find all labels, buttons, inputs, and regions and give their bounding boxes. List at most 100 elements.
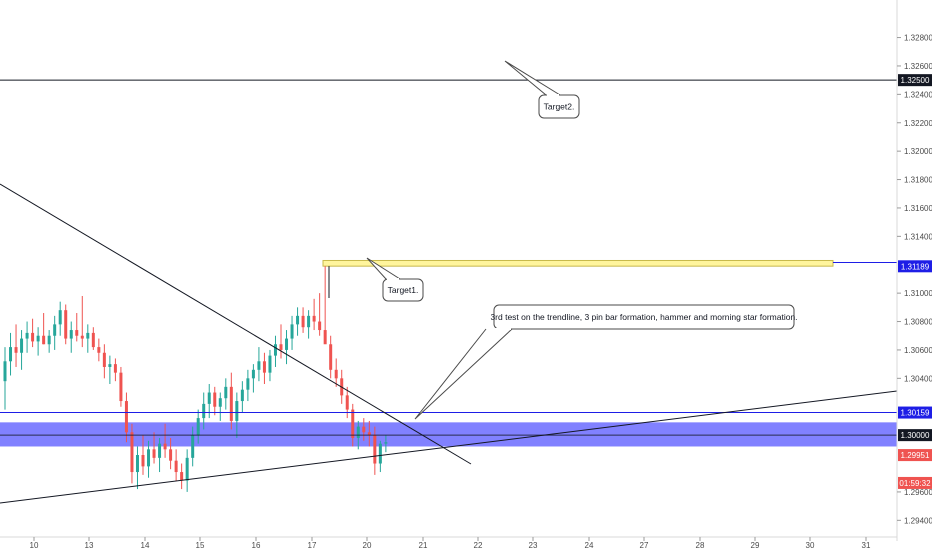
candle-body[interactable] — [169, 449, 173, 461]
candle-body[interactable] — [91, 332, 95, 348]
price-tag[interactable] — [898, 476, 932, 489]
candle-body[interactable] — [14, 347, 18, 353]
candle-body[interactable] — [9, 347, 13, 362]
candle-body[interactable] — [124, 401, 128, 433]
candle-body[interactable] — [20, 338, 24, 353]
candle-body[interactable] — [202, 403, 206, 419]
price-tag[interactable] — [898, 260, 932, 273]
candle-body[interactable] — [191, 435, 195, 458]
candle-body[interactable] — [53, 324, 57, 336]
candle-body[interactable] — [69, 330, 73, 339]
candle-body[interactable] — [147, 449, 151, 467]
candle-body[interactable] — [367, 432, 371, 436]
candle-body[interactable] — [329, 344, 333, 370]
candle-body[interactable] — [36, 335, 40, 342]
candle-body[interactable] — [345, 395, 349, 410]
candle-body[interactable] — [384, 442, 388, 444]
callouts[interactable]: Target2. Target1. 3rd test on the trendlin… — [366, 60, 798, 420]
descending-trendline[interactable] — [0, 183, 472, 465]
candle-body[interactable] — [235, 401, 239, 421]
candle-body[interactable] — [362, 426, 366, 433]
price-tick-label: 1.30800 — [904, 318, 932, 327]
zones — [0, 259, 897, 447]
price-tag-label: 1.32500 — [901, 76, 930, 85]
price-tag-label: 1.30000 — [901, 431, 930, 440]
candle-body[interactable] — [296, 315, 300, 325]
candle-body[interactable] — [273, 344, 277, 356]
candle-body[interactable] — [31, 332, 35, 342]
candle-body[interactable] — [25, 332, 29, 339]
candle-body[interactable] — [102, 352, 106, 367]
candle-body[interactable] — [218, 398, 222, 407]
candle-body[interactable] — [64, 310, 68, 339]
target1-callout-box[interactable] — [382, 278, 424, 302]
support-zone[interactable] — [0, 422, 897, 447]
candle-body[interactable] — [180, 472, 184, 481]
candle-body[interactable] — [356, 426, 360, 438]
time-axis[interactable]: 10 13 14 15 16 17 20 21 22 23 24 27 28 29 30 31 — [0, 536, 897, 550]
candle-body[interactable] — [113, 364, 117, 373]
candle-body[interactable] — [97, 347, 101, 353]
candle-body[interactable] — [246, 378, 250, 390]
price-tick-label: 1.31600 — [904, 204, 932, 213]
price-tag[interactable] — [898, 449, 932, 462]
candle-body[interactable] — [141, 455, 145, 467]
candle-body[interactable] — [130, 432, 134, 473]
candle-body[interactable] — [262, 361, 266, 373]
candle-body[interactable] — [86, 332, 90, 339]
ascending-trendline[interactable] — [0, 390, 898, 504]
candle-body[interactable] — [75, 330, 79, 336]
candle-body[interactable] — [268, 355, 272, 373]
time-tick-label: 29 — [751, 541, 760, 550]
time-tick-label: 30 — [806, 541, 815, 550]
candle-body[interactable] — [307, 315, 311, 328]
candle-body[interactable] — [378, 443, 382, 464]
candle-body[interactable] — [47, 335, 51, 345]
candle-body[interactable] — [158, 443, 162, 458]
candle-body[interactable] — [196, 418, 200, 436]
candle-body[interactable] — [152, 449, 156, 458]
candle-body[interactable] — [240, 389, 244, 402]
time-tick-label: 16 — [252, 541, 261, 550]
price-tick-label: 1.32200 — [904, 119, 932, 128]
price-tag[interactable] — [898, 74, 932, 87]
target1-zone[interactable] — [322, 259, 834, 267]
candle-body[interactable] — [80, 335, 84, 339]
drawings[interactable] — [0, 79, 898, 504]
candle-body[interactable] — [279, 344, 283, 350]
price-tag-label: 1.30159 — [901, 409, 930, 418]
candles[interactable] — [3, 266, 388, 492]
candle-body[interactable] — [373, 435, 377, 464]
candle-body[interactable] — [185, 457, 189, 481]
candle-body[interactable] — [229, 386, 233, 421]
price-tick-label: 1.29600 — [904, 488, 932, 497]
price-axis[interactable]: 1.32800 1.32600 1.32400 1.32200 1.32000 1.318… — [896, 0, 932, 541]
candle-body[interactable] — [285, 338, 289, 350]
candle-body[interactable] — [207, 392, 211, 404]
candle-body[interactable] — [108, 364, 112, 367]
candle-body[interactable] — [318, 321, 322, 331]
candle-body[interactable] — [290, 324, 294, 339]
candle-body[interactable] — [301, 315, 305, 328]
candle-body[interactable] — [251, 369, 255, 379]
candle-body[interactable] — [174, 460, 178, 473]
candle-body[interactable] — [334, 369, 338, 379]
candle-body[interactable] — [58, 310, 62, 325]
candle-body[interactable] — [42, 335, 46, 345]
candle-body[interactable] — [257, 361, 261, 370]
candle-body[interactable] — [351, 409, 355, 438]
candle-body[interactable] — [3, 361, 7, 382]
candle-body[interactable] — [119, 372, 123, 402]
note-callout-box[interactable] — [493, 304, 795, 330]
price-tag[interactable] — [898, 406, 932, 419]
candle-body[interactable] — [213, 392, 217, 407]
candle-body[interactable] — [163, 443, 167, 450]
candle-body[interactable] — [224, 386, 228, 399]
candle-body[interactable] — [312, 315, 316, 322]
candle-body[interactable] — [135, 455, 139, 473]
price-tag[interactable] — [898, 429, 932, 442]
candle-body[interactable] — [323, 330, 327, 345]
time-tick-label: 23 — [529, 541, 538, 550]
